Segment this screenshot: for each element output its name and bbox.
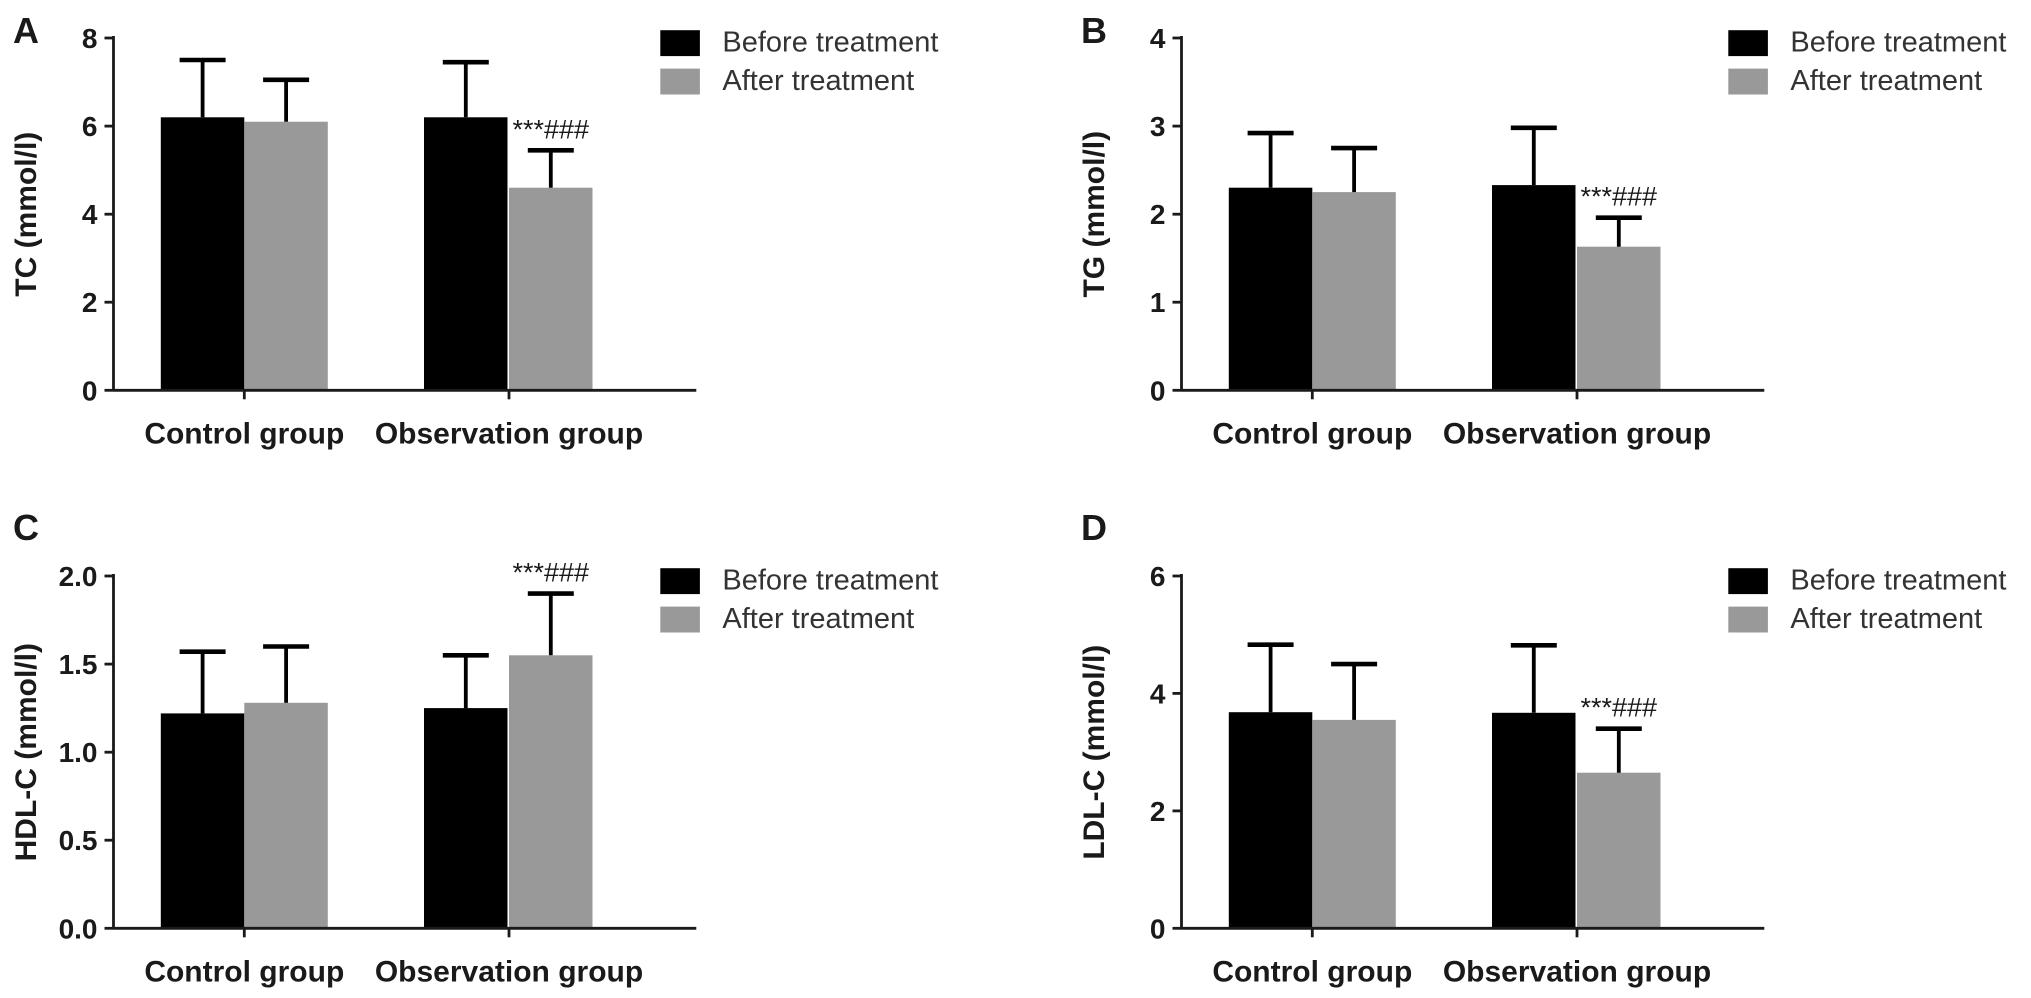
svg-text:Before treatment: Before treatment [722, 565, 938, 597]
svg-text:Observation group: Observation group [1443, 417, 1711, 450]
svg-text:0.5: 0.5 [59, 825, 98, 856]
svg-text:0: 0 [82, 375, 98, 406]
svg-text:0.0: 0.0 [59, 913, 98, 944]
svg-text:4: 4 [82, 199, 98, 230]
svg-text:TG (mmol/l): TG (mmol/l) [1078, 131, 1111, 298]
svg-text:Control group: Control group [1212, 417, 1412, 450]
svg-text:TC (mmol/l): TC (mmol/l) [10, 132, 43, 297]
svg-text:Control group: Control group [144, 955, 344, 988]
svg-text:After treatment: After treatment [1790, 65, 1982, 97]
svg-text:LDL-C (mmol/l): LDL-C (mmol/l) [1078, 645, 1111, 860]
svg-text:Before treatment: Before treatment [722, 27, 938, 59]
svg-text:Before treatment: Before treatment [1790, 565, 2006, 597]
svg-text:***###: ***### [513, 558, 590, 588]
svg-text:After treatment: After treatment [1790, 603, 1982, 635]
svg-text:A: A [13, 10, 39, 51]
svg-text:0: 0 [1150, 913, 1166, 944]
svg-text:0: 0 [1150, 375, 1166, 406]
svg-text:D: D [1081, 507, 1107, 548]
svg-text:After treatment: After treatment [722, 65, 914, 97]
svg-text:4: 4 [1150, 678, 1166, 709]
svg-text:1.5: 1.5 [59, 649, 98, 680]
svg-text:3: 3 [1150, 111, 1166, 142]
svg-text:Control group: Control group [144, 417, 344, 450]
svg-text:After treatment: After treatment [722, 603, 914, 635]
svg-text:Before treatment: Before treatment [1790, 27, 2006, 59]
svg-text:***###: ***### [1581, 182, 1658, 212]
svg-text:Control group: Control group [1212, 955, 1412, 988]
svg-text:2.0: 2.0 [59, 561, 98, 592]
svg-text:2: 2 [1150, 199, 1166, 230]
svg-text:6: 6 [82, 111, 98, 142]
svg-text:HDL-C (mmol/l): HDL-C (mmol/l) [10, 643, 43, 861]
svg-text:8: 8 [82, 23, 98, 54]
svg-text:2: 2 [1150, 796, 1166, 827]
svg-text:1: 1 [1150, 287, 1166, 318]
svg-text:2: 2 [82, 287, 98, 318]
svg-text:***###: ***### [513, 114, 590, 144]
svg-text:4: 4 [1150, 23, 1166, 54]
svg-text:Observation group: Observation group [1443, 955, 1711, 988]
svg-text:1.0: 1.0 [59, 737, 98, 768]
svg-text:C: C [13, 507, 39, 548]
svg-text:Observation group: Observation group [375, 417, 643, 450]
svg-text:B: B [1081, 10, 1107, 51]
svg-text:***###: ***### [1581, 693, 1658, 723]
svg-text:6: 6 [1150, 561, 1166, 592]
svg-text:Observation group: Observation group [375, 955, 643, 988]
